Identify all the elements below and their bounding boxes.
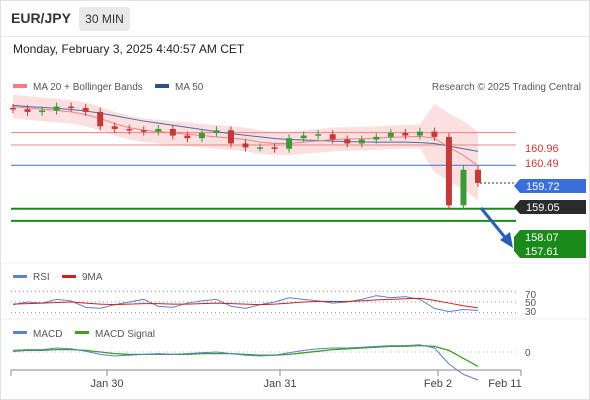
candle-body-11 (169, 128, 176, 136)
timeframe-button[interactable]: 30 MIN (79, 7, 130, 31)
candle-body-31 (460, 169, 467, 206)
candle-body-13 (198, 132, 205, 139)
current-price-tag: 159.72 (514, 179, 586, 193)
ma50-legend-swatch (155, 84, 169, 88)
last-price-label: 159.05 (526, 202, 560, 214)
macd-zero-label: 0 (525, 348, 531, 359)
candle-body-20 (300, 135, 307, 139)
ma50-line (12, 104, 479, 152)
ma20-legend-label: MA 20 + Bollinger Bands (33, 82, 143, 93)
current-price-label: 159.72 (526, 181, 560, 193)
support-2-label: 157.61 (525, 246, 559, 258)
candle-body-6 (97, 111, 104, 127)
rsi-line (12, 295, 479, 313)
candle-body-29 (431, 131, 438, 137)
x-tick-jan30: Jan 30 (90, 378, 123, 390)
candle-body-25 (373, 136, 380, 140)
candle-body-32 (475, 169, 481, 183)
candle-body-1 (24, 109, 31, 112)
forecast-arrow (479, 207, 513, 248)
candle-body-16 (242, 143, 249, 148)
candle-body-15 (227, 130, 234, 144)
candle-body-14 (213, 130, 220, 133)
signal-legend-label: MACD Signal (95, 329, 155, 340)
rsi-70-label: 70 (525, 290, 537, 301)
ma20-legend-swatch (13, 84, 27, 88)
credit-label: Research © 2025 Trading Central (432, 82, 581, 93)
candle-body-22 (329, 134, 336, 140)
macd-legend-swatch (13, 331, 27, 334)
resistance-2-label: 160.49 (525, 158, 559, 170)
candle-body-24 (358, 139, 365, 144)
candle-body-26 (387, 132, 394, 137)
candle-body-30 (445, 136, 452, 206)
chart-datetime: Monday, February 3, 2025 4:40:57 AM CET (13, 42, 245, 56)
support-price-tags: 158.07 157.61 (514, 230, 586, 258)
candle-body-12 (184, 135, 191, 139)
rsi-ma-legend-swatch (62, 275, 76, 278)
x-tick-feb11: Feb 11 (488, 378, 521, 390)
candle-body-5 (82, 107, 89, 112)
header-divider (0, 36, 590, 37)
rsi-lines (12, 295, 479, 313)
currency-pair-title: EUR/JPY (11, 10, 71, 26)
candle-body-28 (416, 131, 423, 136)
candle-body-18 (271, 147, 278, 149)
candle-body-8 (126, 128, 133, 131)
candle-body-21 (315, 134, 322, 136)
macd-lines (11, 344, 516, 381)
rsi-30-label: 30 (525, 307, 537, 318)
rsi-legend-label: RSI (33, 272, 50, 283)
rsi-ma-line (12, 297, 479, 309)
macd-line (12, 344, 479, 381)
x-axis-ticks (10, 370, 522, 376)
candle-body-9 (140, 130, 147, 132)
macd-legend-label: MACD (33, 329, 62, 340)
resistance-1-label: 160.96 (525, 143, 559, 155)
chart-header: EUR/JPY 30 MIN (0, 0, 590, 36)
candle-body-0 (10, 107, 16, 110)
rsi-ma-legend-label: 9MA (82, 272, 103, 283)
candle-body-27 (402, 132, 409, 136)
candle-body-2 (39, 110, 46, 113)
rsi-level-lines (11, 290, 516, 314)
support-1-label: 158.07 (525, 232, 559, 244)
candle-body-7 (111, 126, 118, 129)
rsi-legend-swatch (13, 275, 27, 278)
candle-body-17 (257, 147, 264, 149)
candle-body-3 (53, 106, 60, 111)
candle-body-10 (155, 128, 162, 132)
last-price-tag: 159.05 (514, 200, 586, 214)
signal-legend-swatch (75, 331, 89, 334)
candle-body-23 (344, 139, 351, 144)
macd-signal-line (12, 344, 479, 367)
x-tick-feb2: Feb 2 (424, 378, 452, 390)
candlesticks (10, 102, 481, 210)
x-tick-jan31: Jan 31 (263, 378, 296, 390)
candle-body-19 (286, 138, 293, 149)
ma50-legend-label: MA 50 (175, 82, 204, 93)
rsi-50-label: 50 (525, 298, 537, 309)
candle-body-4 (68, 106, 75, 109)
